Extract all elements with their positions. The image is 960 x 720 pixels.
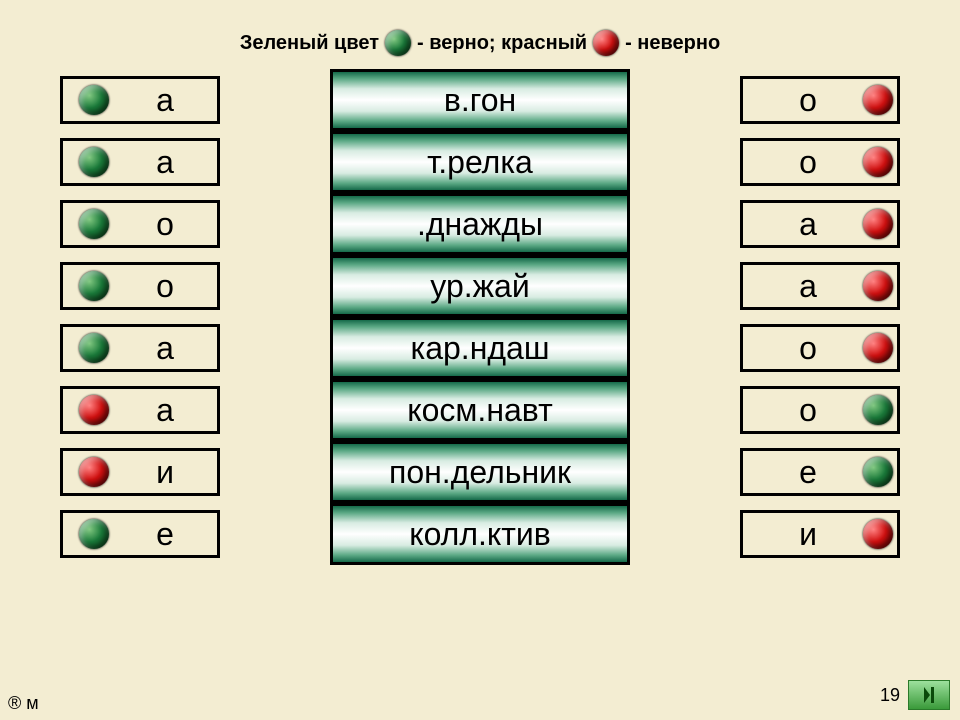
quiz-row: еколл.ктиви (60, 510, 900, 558)
red-dot-icon (863, 85, 893, 115)
answer-letter: а (757, 206, 859, 243)
quiz-row: ипон.дельнике (60, 448, 900, 496)
word-box: в.гон (330, 69, 630, 131)
green-dot-icon (79, 271, 109, 301)
answer-letter: а (113, 330, 217, 367)
answer-letter: о (113, 206, 217, 243)
green-dot-icon (79, 519, 109, 549)
answer-letter: а (757, 268, 859, 305)
right-answer-box[interactable]: и (740, 510, 900, 558)
right-answer-box[interactable]: о (740, 76, 900, 124)
red-dot-icon (79, 395, 109, 425)
green-dot-icon (79, 85, 109, 115)
left-answer-box[interactable]: о (60, 262, 220, 310)
quiz-row: акосм.навто (60, 386, 900, 434)
left-answer-box[interactable]: и (60, 448, 220, 496)
copyright: ® м (8, 693, 39, 714)
legend-green-dot-icon (385, 30, 411, 56)
right-answer-box[interactable]: е (740, 448, 900, 496)
legend: Зеленый цвет - верно; красный - неверно (0, 0, 960, 56)
left-answer-box[interactable]: а (60, 386, 220, 434)
quiz-row: оур.жайа (60, 262, 900, 310)
red-dot-icon (863, 519, 893, 549)
legend-text-3: - неверно (625, 32, 720, 55)
left-answer-box[interactable]: а (60, 324, 220, 372)
quiz-row: о.днаждыа (60, 200, 900, 248)
legend-red-dot-icon (593, 30, 619, 56)
word-box: т.релка (330, 131, 630, 193)
left-answer-box[interactable]: а (60, 76, 220, 124)
red-dot-icon (863, 333, 893, 363)
next-button[interactable] (908, 680, 950, 710)
quiz-row: ав.гоно (60, 76, 900, 124)
play-icon (924, 687, 930, 703)
green-dot-icon (79, 209, 109, 239)
right-answer-box[interactable]: о (740, 324, 900, 372)
word-box: колл.ктив (330, 503, 630, 565)
quiz-grid: ав.гоноат.релкаоо.днаждыаоур.жайаакар.нд… (60, 76, 900, 558)
green-dot-icon (79, 333, 109, 363)
answer-letter: о (757, 144, 859, 181)
right-answer-box[interactable]: о (740, 386, 900, 434)
right-answer-box[interactable]: о (740, 138, 900, 186)
answer-letter: и (757, 516, 859, 553)
legend-text-1: Зеленый цвет (240, 32, 379, 55)
left-answer-box[interactable]: а (60, 138, 220, 186)
answer-letter: е (113, 516, 217, 553)
green-dot-icon (863, 395, 893, 425)
answer-letter: а (113, 82, 217, 119)
answer-letter: о (757, 82, 859, 119)
answer-letter: е (757, 454, 859, 491)
red-dot-icon (863, 209, 893, 239)
answer-letter: о (757, 330, 859, 367)
quiz-row: ат.релкао (60, 138, 900, 186)
quiz-row: акар.ндашо (60, 324, 900, 372)
green-dot-icon (79, 147, 109, 177)
red-dot-icon (863, 271, 893, 301)
right-answer-box[interactable]: а (740, 262, 900, 310)
red-dot-icon (79, 457, 109, 487)
word-box: косм.навт (330, 379, 630, 441)
word-box: .днажды (330, 193, 630, 255)
bar-icon (931, 687, 934, 703)
left-answer-box[interactable]: е (60, 510, 220, 558)
legend-text-2: - верно; красный (417, 32, 587, 55)
answer-letter: и (113, 454, 217, 491)
right-answer-box[interactable]: а (740, 200, 900, 248)
word-box: кар.ндаш (330, 317, 630, 379)
answer-letter: а (113, 144, 217, 181)
green-dot-icon (863, 457, 893, 487)
answer-letter: о (113, 268, 217, 305)
word-box: ур.жай (330, 255, 630, 317)
answer-letter: о (757, 392, 859, 429)
left-answer-box[interactable]: о (60, 200, 220, 248)
red-dot-icon (863, 147, 893, 177)
answer-letter: а (113, 392, 217, 429)
word-box: пон.дельник (330, 441, 630, 503)
page-number: 19 (880, 685, 900, 706)
